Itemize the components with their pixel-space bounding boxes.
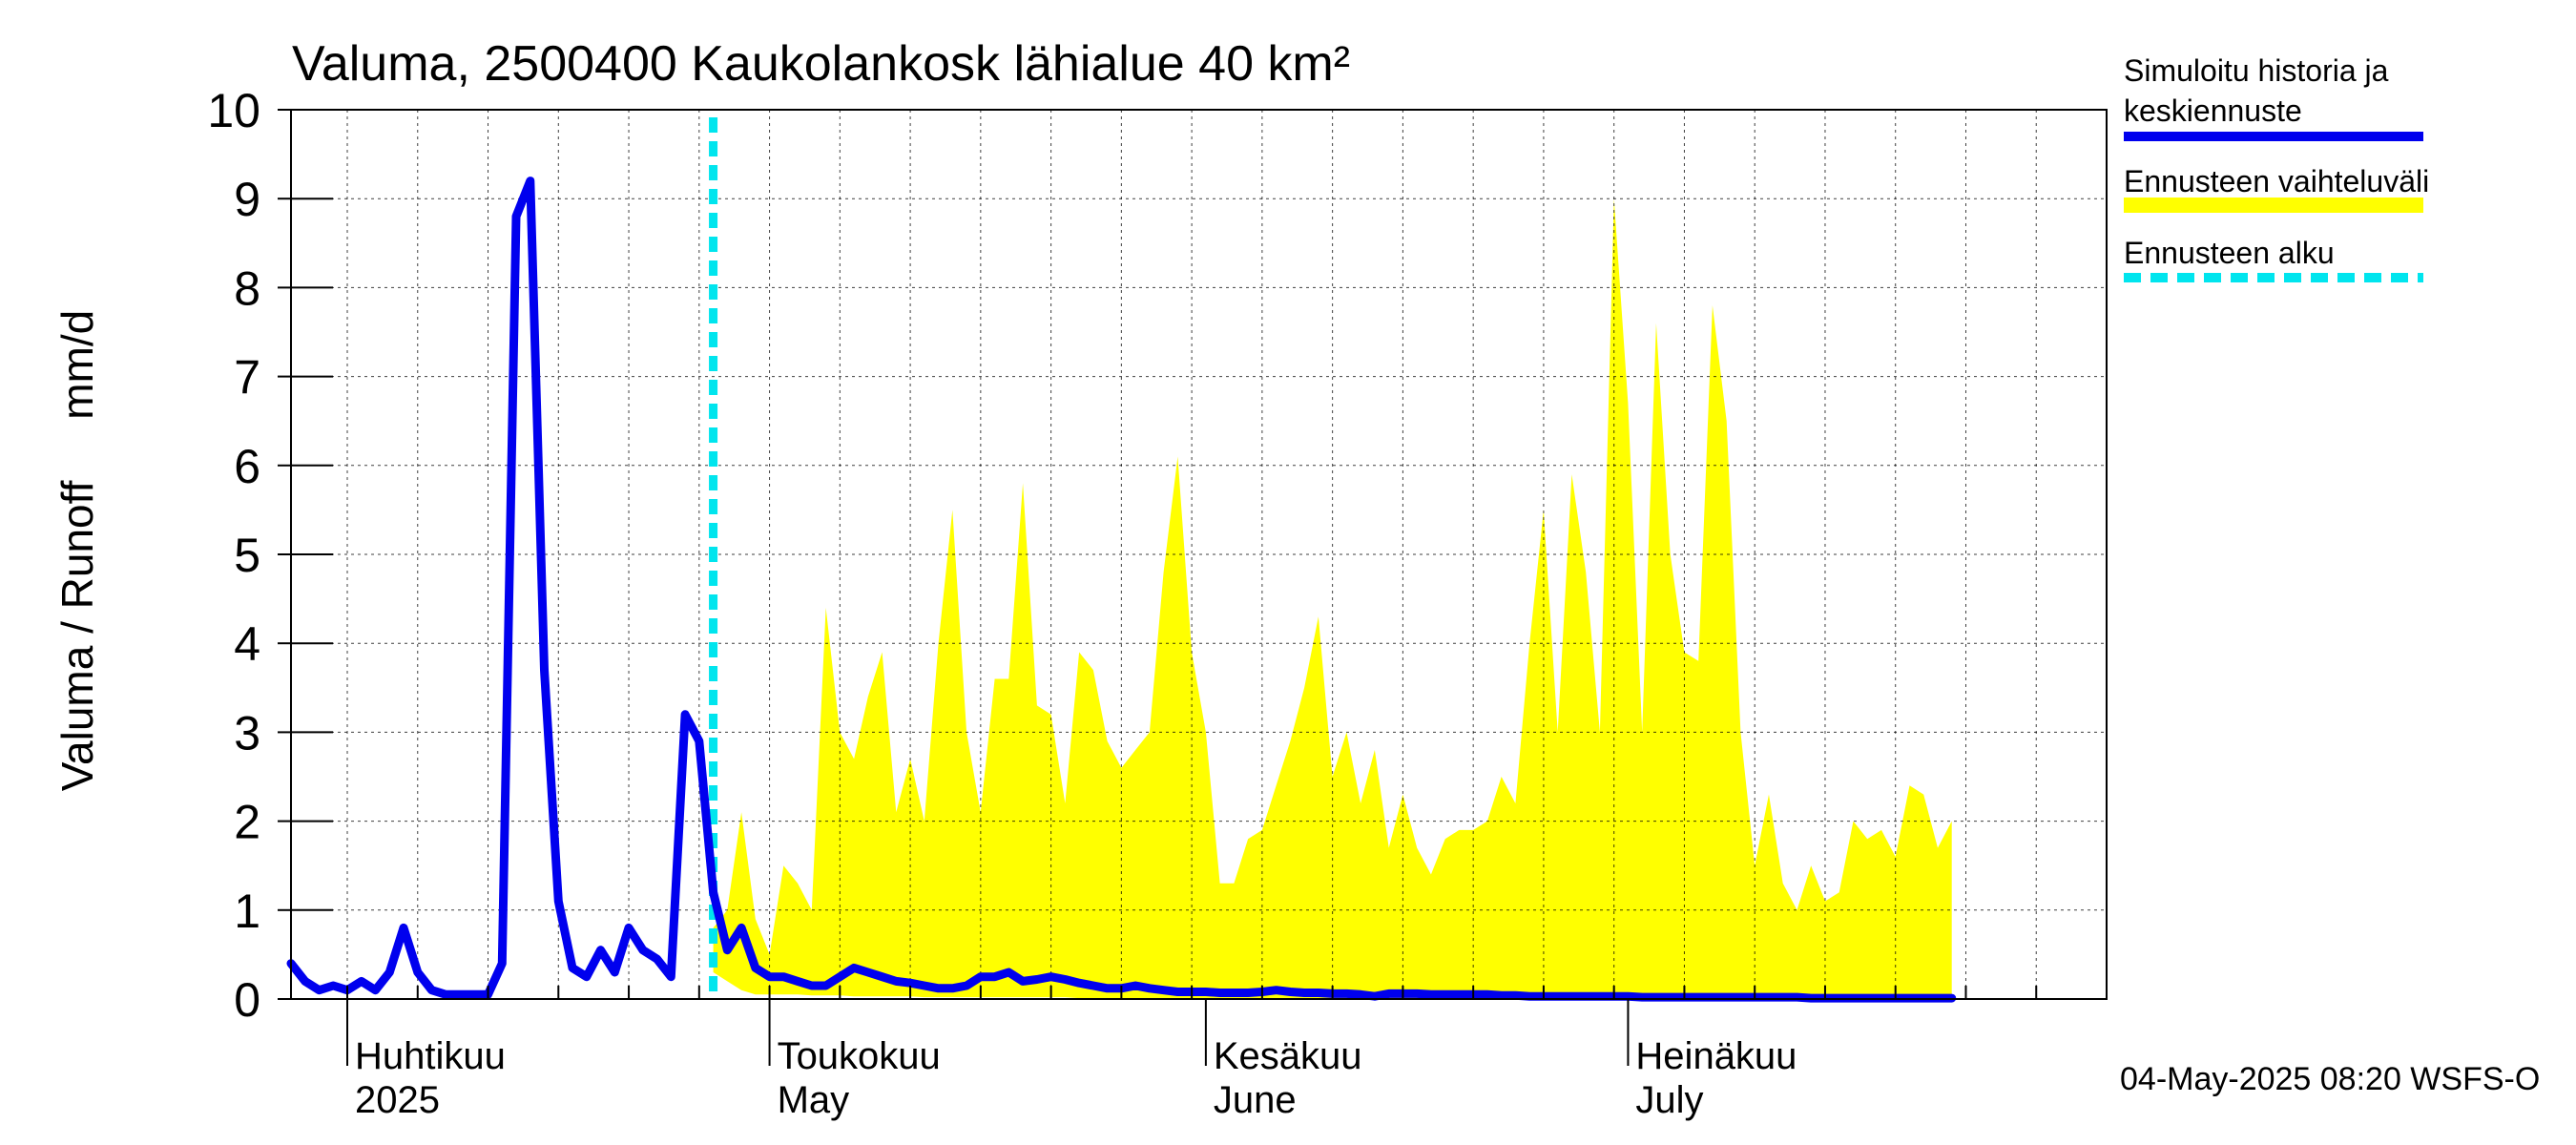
y-tick-label: 2 [234, 796, 260, 849]
month-label-en: 2025 [355, 1079, 440, 1121]
legend-label-history-1: Simuloitu historia ja [2124, 53, 2389, 88]
y-tick-label: 7 [234, 351, 260, 405]
y-tick-label: 10 [207, 84, 260, 137]
grid-layer [291, 110, 2107, 999]
footer-timestamp: 04-May-2025 08:20 WSFS-O [2120, 1061, 2540, 1097]
y-tick-label: 1 [234, 885, 260, 938]
y-axis-label: Valuma / Runoff mm/d [52, 310, 102, 792]
month-label-fi: Toukokuu [778, 1035, 941, 1077]
legend: Simuloitu historia ja keskiennuste Ennus… [2124, 53, 2429, 282]
month-label-fi: Kesäkuu [1214, 1035, 1362, 1077]
y-tick-label: 5 [234, 529, 260, 582]
chart-title: Valuma, 2500400 Kaukolankosk lähialue 40… [292, 36, 1350, 92]
legend-label-forecast-start: Ennusteen alku [2124, 236, 2335, 270]
legend-label-history-2: keskiennuste [2124, 94, 2302, 128]
y-tick-label: 3 [234, 706, 260, 760]
legend-label-range: Ennusteen vaihteluväli [2124, 164, 2429, 198]
y-tick-label: 6 [234, 440, 260, 493]
plot-area [286, 109, 2108, 1003]
forecast-range-layer [713, 198, 1952, 999]
month-label-en: July [1635, 1079, 1703, 1121]
y-tick-label: 8 [234, 261, 260, 315]
y-tick-label: 0 [234, 973, 260, 1027]
forecast-range-band [713, 198, 1952, 999]
y-axis: 0 1 2 3 4 5 6 7 8 9 10 [207, 84, 333, 1027]
month-label-en: May [778, 1079, 850, 1121]
y-tick-label: 4 [234, 617, 260, 671]
month-label-fi: Huhtikuu [355, 1035, 506, 1077]
month-label-fi: Heinäkuu [1635, 1035, 1797, 1077]
y-tick-label: 9 [234, 173, 260, 226]
month-label-en: June [1214, 1079, 1297, 1121]
